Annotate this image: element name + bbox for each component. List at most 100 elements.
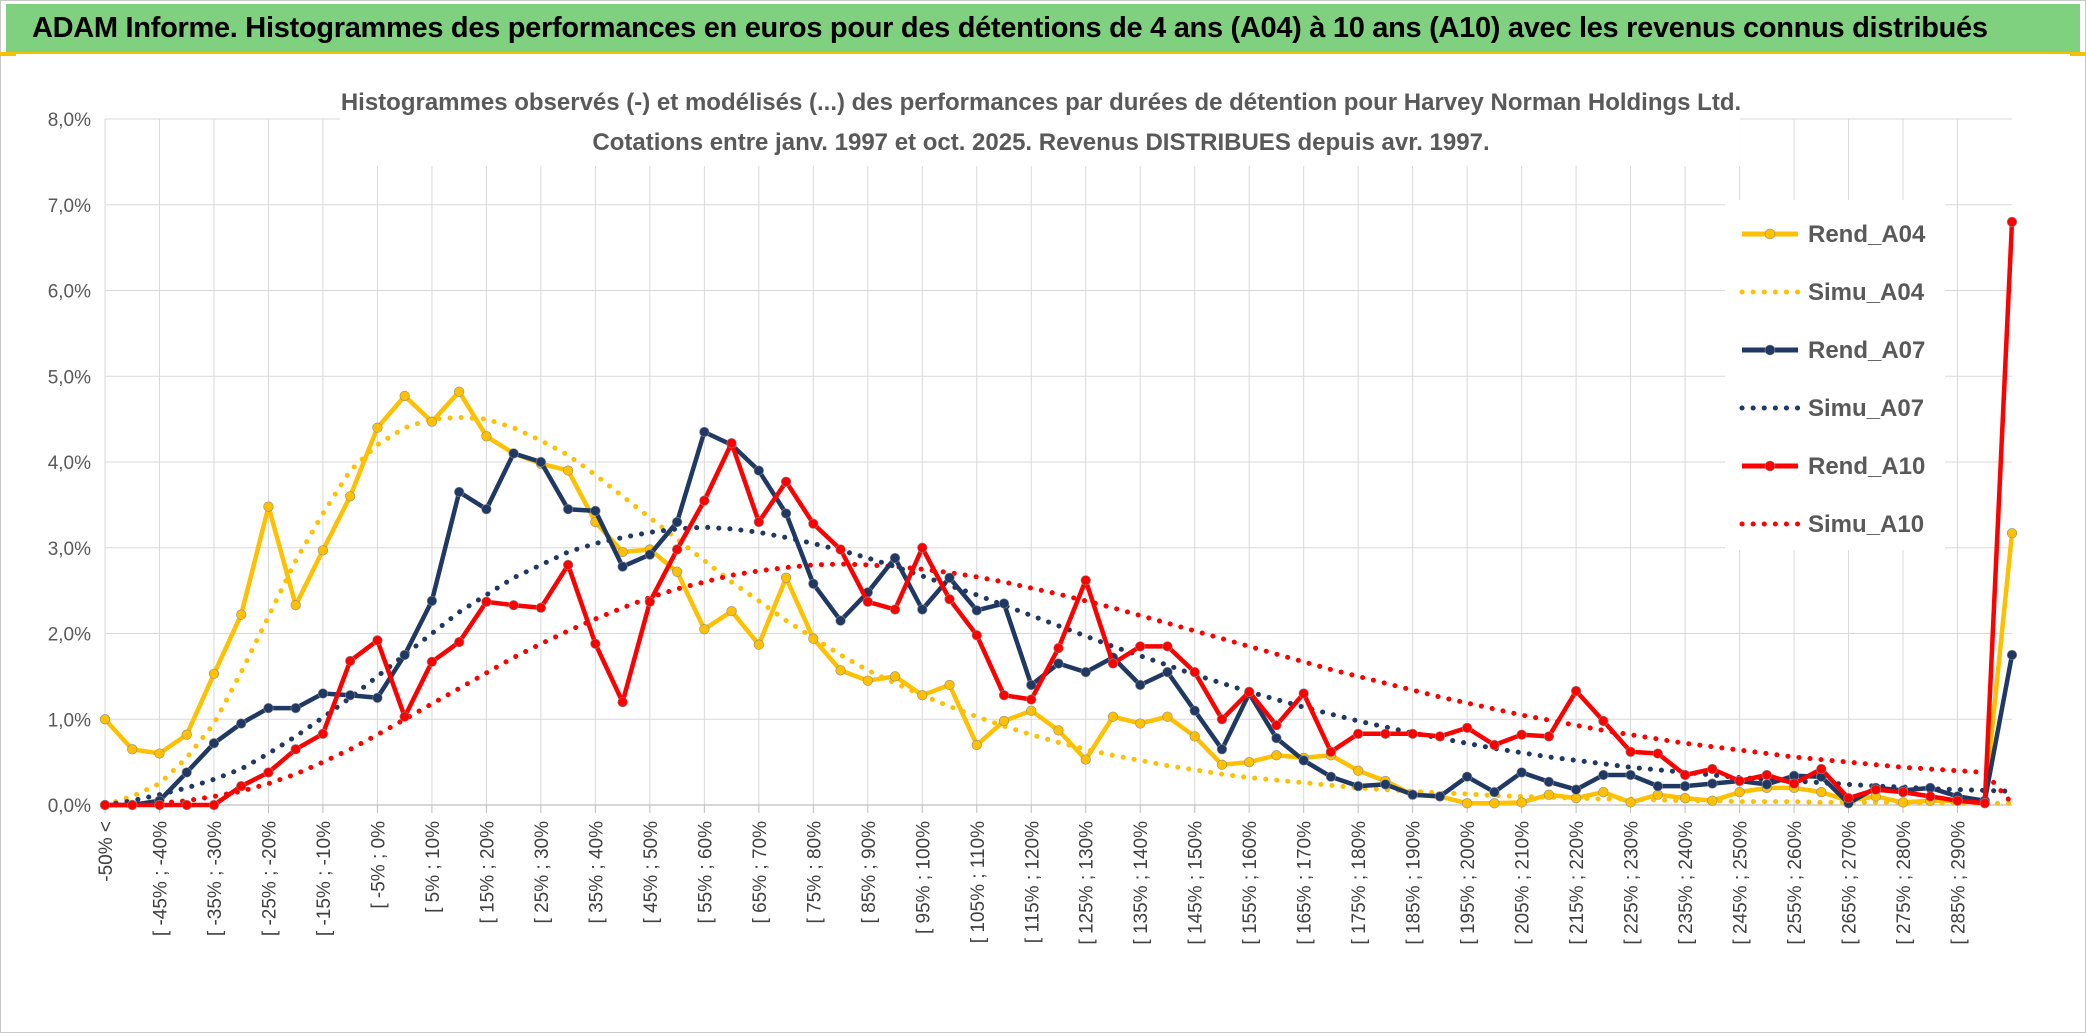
data-point-rend_a07 — [263, 703, 274, 714]
data-point-rend_a07 — [917, 604, 928, 615]
data-point-rend_a07 — [1026, 679, 1037, 691]
data-point-rend_a10 — [1489, 739, 1500, 751]
data-point-rend_a07 — [181, 767, 192, 778]
data-point-rend_a07 — [1434, 791, 1445, 802]
data-point-rend_a10 — [1135, 641, 1146, 652]
data-point-rend_a10 — [426, 656, 438, 667]
data-point-rend_a07 — [780, 508, 792, 519]
data-point-rend_a07 — [671, 516, 683, 528]
data-point-rend_a10 — [1107, 658, 1119, 669]
data-point-rend_a10 — [99, 799, 111, 811]
data-point-rend_a07 — [835, 615, 846, 626]
data-point-rend_a10 — [644, 596, 655, 607]
data-point-rend_a07 — [508, 448, 519, 459]
y-tick-label: 8,0% — [48, 110, 91, 131]
data-point-rend_a10 — [862, 596, 873, 607]
data-point-rend_a10 — [971, 630, 982, 641]
data-point-rend_a04 — [753, 639, 764, 650]
data-point-rend_a07 — [563, 504, 574, 515]
data-point-rend_a04 — [971, 739, 982, 751]
data-point-rend_a04 — [1080, 754, 1091, 765]
legend-marker-rend_a10 — [1764, 460, 1776, 472]
data-point-rend_a04 — [1707, 795, 1718, 806]
data-point-rend_a10 — [263, 767, 274, 778]
data-point-rend_a10 — [998, 690, 1010, 701]
y-tick-label: 1,0% — [48, 710, 91, 731]
x-tick-label: [ 135% ; 140% — [1131, 821, 1152, 945]
data-point-rend_a07 — [1625, 769, 1636, 781]
legend-label-simu_a10: Simu_A10 — [1808, 511, 1924, 538]
data-point-rend_a10 — [208, 799, 220, 811]
x-tick-label: [ 245% ; 250% — [1731, 821, 1752, 945]
data-point-rend_a07 — [808, 578, 819, 589]
data-point-rend_a10 — [1897, 787, 1909, 798]
chart-title-background — [340, 80, 1740, 166]
x-tick-label: [ 265% ; 270% — [1840, 821, 1861, 945]
data-point-rend_a07 — [1053, 658, 1064, 669]
data-point-rend_a07 — [426, 595, 438, 607]
data-point-rend_a10 — [1080, 575, 1091, 586]
x-tick-label: [ -35% ; -30% — [205, 821, 226, 936]
data-point-rend_a10 — [1298, 688, 1309, 699]
data-point-rend_a10 — [590, 638, 601, 649]
x-tick-label: [ 115% ; 120% — [1022, 821, 1043, 943]
data-point-rend_a07 — [208, 738, 220, 749]
x-tick-label: [ -15% ; -10% — [314, 821, 335, 936]
data-point-rend_a04 — [1053, 725, 1064, 736]
data-point-rend_a04 — [917, 690, 928, 701]
x-tick-label: [ -5% ; 0% — [368, 821, 389, 909]
data-point-rend_a04 — [372, 422, 383, 433]
x-tick-label: [ 45% ; 50% — [641, 821, 662, 924]
data-point-rend_a04 — [944, 679, 955, 691]
data-point-rend_a04 — [1162, 711, 1173, 722]
data-point-rend_a07 — [944, 572, 955, 583]
series-line-simu_a04 — [102, 414, 2015, 808]
data-point-rend_a10 — [1843, 793, 1854, 804]
data-point-rend_a07 — [1080, 666, 1091, 678]
report-title: ADAM Informe. Histogrammes des performan… — [32, 11, 1988, 44]
data-point-rend_a10 — [1543, 731, 1554, 742]
data-point-rend_a04 — [1598, 787, 1609, 798]
data-point-rend_a10 — [454, 636, 465, 648]
data-point-rend_a04 — [317, 545, 329, 556]
data-point-rend_a04 — [699, 624, 710, 635]
data-point-rend_a10 — [317, 728, 329, 739]
data-point-rend_a07 — [399, 649, 410, 661]
x-tick-label: [ 255% ; 260% — [1785, 821, 1806, 945]
data-point-rend_a10 — [1679, 769, 1691, 781]
data-point-rend_a04 — [1135, 718, 1146, 729]
data-point-rend_a04 — [1679, 793, 1691, 804]
data-point-rend_a10 — [154, 799, 165, 811]
data-point-rend_a07 — [971, 605, 982, 616]
corner-mark-left — [0, 52, 16, 56]
legend-label-simu_a07: Simu_A07 — [1808, 395, 1924, 422]
y-tick-label: 2,0% — [48, 625, 91, 646]
data-point-rend_a04 — [1462, 798, 1473, 809]
data-point-rend_a10 — [1053, 642, 1064, 654]
data-point-rend_a10 — [399, 711, 410, 722]
x-tick-label: [ 165% ; 170% — [1295, 821, 1316, 945]
data-point-rend_a04 — [1816, 787, 1827, 798]
data-point-rend_a07 — [1707, 778, 1718, 789]
x-tick-label: [ 155% ; 160% — [1240, 821, 1261, 945]
data-point-rend_a04 — [1244, 757, 1255, 768]
report-banner: ADAM Informe. Histogrammes des performan… — [6, 4, 2080, 54]
data-point-rend_a07 — [345, 690, 356, 701]
data-point-rend_a10 — [808, 518, 819, 529]
x-tick-label: -50% < — [96, 821, 117, 882]
x-tick-label: [ 55% ; 60% — [695, 821, 716, 924]
data-point-rend_a07 — [889, 552, 901, 564]
data-point-rend_a10 — [671, 544, 683, 555]
chart-title: Histogrammes observés (-) et modélisés (… — [340, 80, 1741, 166]
x-tick-label: [ 285% ; 290% — [1949, 821, 1970, 945]
data-point-rend_a10 — [1598, 715, 1609, 727]
data-point-rend_a10 — [1625, 746, 1636, 757]
y-tick-label: 6,0% — [48, 282, 91, 303]
data-point-rend_a07 — [454, 486, 465, 498]
data-point-rend_a04 — [181, 729, 192, 740]
y-tick-label: 3,0% — [48, 539, 91, 560]
x-tick-label: [ 5% ; 10% — [423, 821, 444, 913]
data-point-rend_a07 — [1516, 767, 1527, 778]
x-tick-label: [ 215% ; 220% — [1567, 821, 1588, 945]
data-point-rend_a07 — [1679, 781, 1691, 792]
